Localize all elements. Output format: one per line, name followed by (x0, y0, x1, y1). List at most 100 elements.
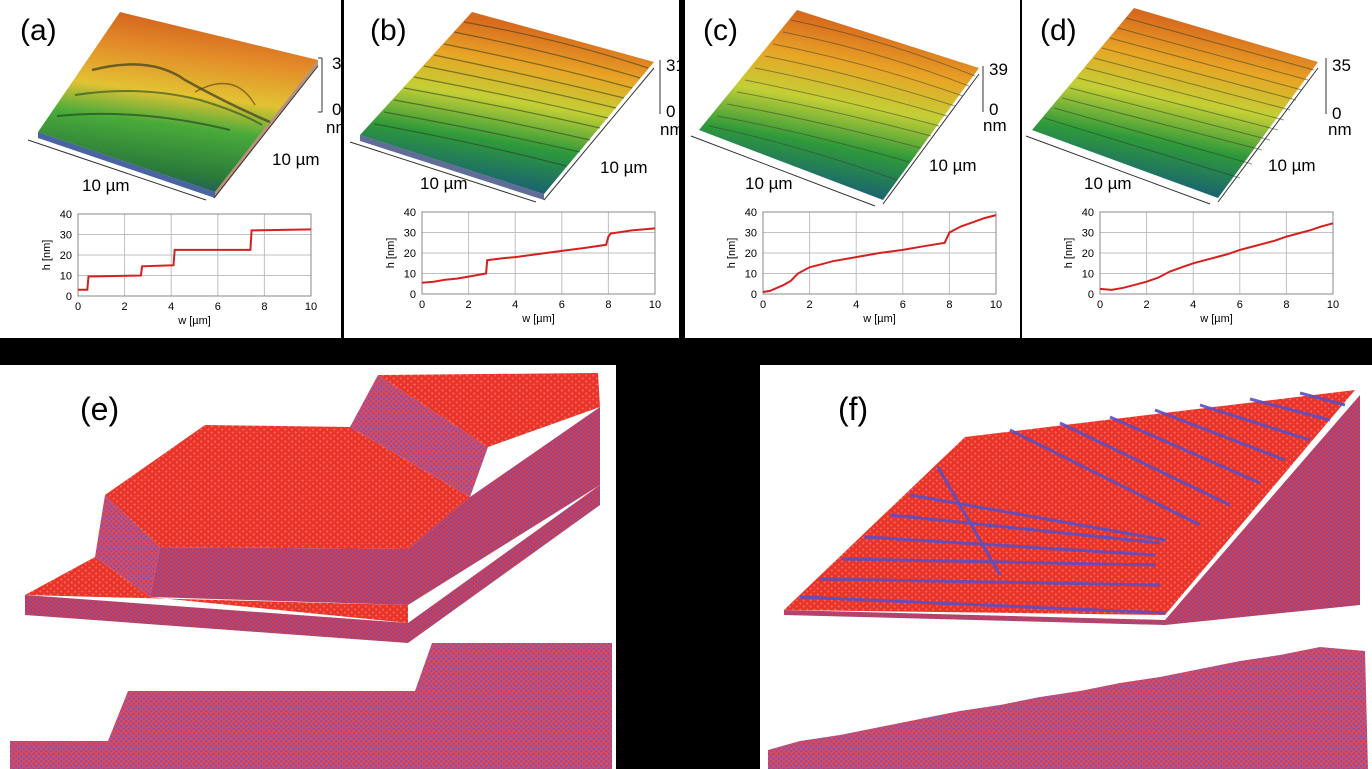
x-tick-label: 8 (946, 299, 952, 311)
y-tick-label: 30 (404, 228, 416, 240)
x-tick-label: 4 (853, 299, 859, 311)
x-tick-label: 0 (760, 299, 766, 311)
x-axis-label: w [µm] (177, 315, 211, 327)
y-dimension-a: 10 µm (272, 150, 320, 169)
y-dimension-b: 10 µm (600, 158, 648, 177)
x-tick-label: 8 (261, 301, 267, 313)
x-tick-label: 4 (512, 299, 518, 311)
x-axis-label: w [µm] (862, 313, 896, 325)
y-axis-label: h [nm] (1063, 238, 1075, 269)
z-scale-max-d: 35 (1332, 56, 1351, 75)
x-tick-label: 2 (1144, 299, 1150, 311)
y-tick-label: 30 (1082, 228, 1094, 240)
x-axis-label: w [µm] (1199, 313, 1233, 325)
x-tick-label: 10 (1327, 299, 1339, 311)
simulation-panel-f: (f) (760, 365, 1372, 769)
x-tick-label: 6 (1237, 299, 1243, 311)
x-dimension-b: 10 µm (420, 174, 468, 193)
x-tick-label: 2 (466, 299, 472, 311)
height-profile-chart-d: 0 2 4 6 8 10 0 10 20 30 40 w [µm] h [nm] (1063, 207, 1339, 325)
y-tick-label: 0 (66, 291, 72, 303)
z-scale-unit-d: nm (1328, 120, 1352, 139)
x-tick-label: 6 (559, 299, 565, 311)
y-axis-label: h [nm] (726, 238, 738, 269)
height-profile-chart-a: 0 2 4 6 8 10 0 10 20 30 40 w [µm] h [nm] (41, 209, 317, 327)
x-tick-label: 4 (1190, 299, 1196, 311)
y-tick-label: 0 (410, 289, 416, 301)
z-scale-min-a: 0 (332, 100, 341, 119)
y-tick-label: 10 (404, 269, 416, 281)
x-axis-label: w [µm] (521, 313, 555, 325)
y-tick-label: 10 (1082, 269, 1094, 281)
x-tick-label: 0 (75, 301, 81, 313)
y-tick-label: 10 (745, 269, 757, 281)
x-tick-label: 2 (122, 301, 128, 313)
x-dimension-c: 10 µm (745, 174, 793, 193)
z-scale-unit-b: nm (660, 120, 679, 139)
plot-frame (421, 211, 656, 295)
z-scale-max-a: 35 (332, 54, 341, 73)
x-tick-label: 6 (215, 301, 221, 313)
plot-frame (1099, 211, 1334, 295)
y-tick-label: 20 (1082, 248, 1094, 260)
plot-frame (77, 213, 312, 297)
plot-frame (762, 211, 997, 295)
y-tick-label: 0 (1088, 289, 1094, 301)
y-tick-label: 40 (404, 207, 416, 219)
afm-surface-c (690, 10, 984, 207)
panel-label-a: (a) (20, 14, 57, 47)
y-tick-label: 30 (745, 228, 757, 240)
x-tick-label: 10 (649, 299, 661, 311)
afm-surface-b (349, 12, 661, 203)
panel-label-c: (c) (703, 14, 738, 47)
afm-panel-b: (b) 31 0 nm 10 µm 10 µm 0 2 4 6 8 10 0 10 20 30 40… (344, 0, 679, 338)
y-tick-label: 20 (745, 248, 757, 260)
y-dimension-c: 10 µm (929, 156, 977, 175)
y-tick-label: 20 (404, 248, 416, 260)
height-profile-line (421, 227, 656, 284)
y-axis-label: h [nm] (41, 240, 53, 271)
x-dimension-d: 10 µm (1084, 174, 1132, 193)
panel-label-f: (f) (838, 391, 869, 427)
height-profile-chart-c: 0 2 4 6 8 10 0 10 20 30 40 w [µm] h [nm] (726, 207, 1002, 325)
height-profile-chart-b: 0 2 4 6 8 10 0 10 20 30 40 w [µm] h [nm] (385, 207, 661, 325)
y-tick-label: 40 (1082, 207, 1094, 219)
y-tick-label: 0 (751, 289, 757, 301)
afm-panel-d: (d) 35 0 nm 10 µm 10 µm 0 2 4 6 8 10 0 10 20 30 40… (1022, 0, 1372, 338)
afm-panel-c: (c) 39 0 nm 10 µm 10 µm 0 2 4 6 8 10 0 10 20 30 40… (685, 0, 1020, 338)
y-tick-label: 30 (60, 230, 72, 242)
y-tick-label: 40 (745, 207, 757, 219)
y-axis-label: h [nm] (385, 238, 397, 269)
height-profile-line (1099, 222, 1334, 291)
simulation-panel-e: (e) (0, 365, 616, 769)
panel-label-d: (d) (1040, 14, 1077, 47)
z-scale-max-b: 31 (666, 56, 679, 75)
x-tick-label: 10 (305, 301, 317, 313)
y-dimension-d: 10 µm (1268, 156, 1316, 175)
x-tick-label: 8 (605, 299, 611, 311)
y-tick-label: 20 (60, 250, 72, 262)
z-scale-unit-c: nm (983, 116, 1007, 135)
height-profile-line (762, 214, 997, 293)
afm-surface-a (27, 12, 323, 201)
z-scale-unit-a: nm (326, 118, 341, 137)
z-scale-min-d: 0 (1332, 104, 1342, 123)
panel-label-e: (e) (80, 391, 120, 427)
z-scale-min-c: 0 (989, 100, 999, 119)
simulation-3d-f (768, 390, 1368, 769)
panel-label-b: (b) (370, 14, 407, 47)
afm-surface-d (1025, 8, 1327, 205)
x-tick-label: 8 (1283, 299, 1289, 311)
z-scale-max-c: 39 (989, 60, 1008, 79)
simulation-3d-e (10, 373, 612, 769)
x-tick-label: 0 (419, 299, 425, 311)
x-tick-label: 2 (807, 299, 813, 311)
afm-panel-a: (a) 35 0 nm 10 µm 10 µm 0 2 4 6 8 10 0 10 20 30 40… (0, 0, 341, 338)
x-dimension-a: 10 µm (82, 176, 130, 195)
y-tick-label: 10 (60, 271, 72, 283)
x-tick-label: 6 (900, 299, 906, 311)
y-tick-label: 40 (60, 209, 72, 221)
z-scale-min-b: 0 (666, 102, 676, 121)
x-tick-label: 4 (168, 301, 174, 313)
x-tick-label: 0 (1097, 299, 1103, 311)
